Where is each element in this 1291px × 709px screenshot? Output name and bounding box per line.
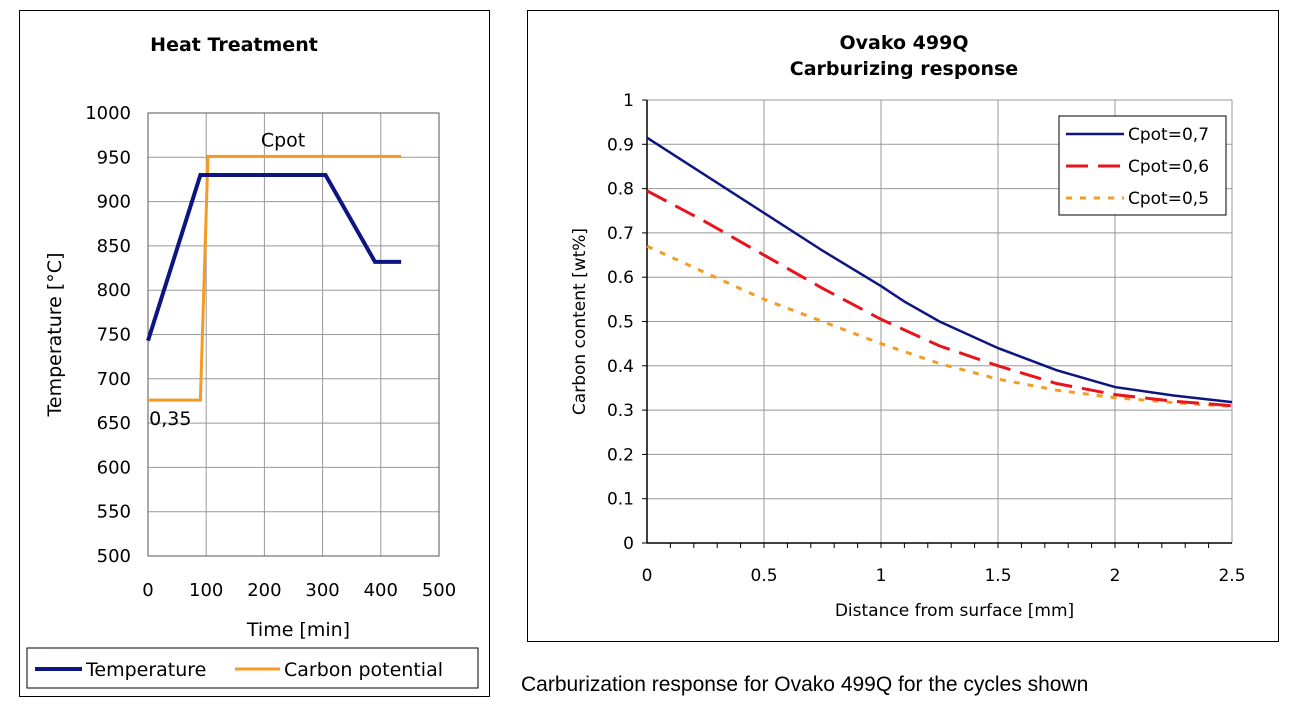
legend-cpot-05-label: Cpot=0,5: [1128, 189, 1209, 209]
y-tick-label: 0.1: [607, 490, 634, 510]
chart-subtitle: Carburizing response: [790, 58, 1018, 80]
y-tick-label: 500: [97, 546, 131, 567]
x-tick-label: 400: [364, 580, 398, 601]
cpot-07-series-line: [646, 136, 1233, 404]
x-tick-label: 2: [1110, 566, 1121, 586]
x-tick-label: 500: [422, 580, 456, 601]
y-axis-label: Temperature [°C]: [44, 253, 66, 418]
y-tick-label: 700: [97, 369, 131, 390]
y-tick-label: 0.5: [607, 313, 634, 333]
cpot-annotation: Cpot: [261, 130, 305, 152]
cpot-06-series-line: [646, 189, 1233, 408]
y-axis-label: Carbon content [wt%]: [570, 228, 590, 415]
legend-temperature-label: Temperature: [85, 659, 206, 681]
heat-treatment-chart: Heat Treatment 500 550 600 650 700 750 800 850 90…: [26, 34, 479, 689]
x-tick-label: 200: [247, 580, 281, 601]
x-tick-label: 300: [305, 580, 339, 601]
y-tick-label: 900: [97, 192, 131, 213]
figure-caption: Carburization response for Ovako 499Q fo…: [521, 673, 1089, 696]
chart-title: Ovako 499Q: [840, 32, 969, 54]
carburizing-response-chart: Ovako 499Q Carburizing response 0 0.1 0.2 0.3…: [570, 32, 1246, 621]
y-tick-label: 750: [97, 325, 131, 346]
y-tick-label: 0: [623, 534, 634, 554]
y-tick-label: 1: [623, 91, 634, 111]
initial-cpot-annotation: 0,35: [149, 408, 191, 430]
y-tick-label: 600: [97, 457, 131, 478]
legend-cpot-06-label: Cpot=0,6: [1128, 157, 1209, 177]
y-tick-label: 850: [97, 236, 131, 257]
y-tick-label: 0.2: [607, 445, 634, 465]
y-tick-label: 0.9: [607, 135, 634, 155]
legend-carbon-potential-label: Carbon potential: [284, 659, 443, 681]
temperature-series-line: [146, 173, 402, 342]
y-tick-label: 800: [97, 280, 131, 301]
heat-treatment-chart-panel: Heat Treatment 500 550 600 650 700 750 800 850 90…: [19, 10, 490, 697]
y-tick-label: 0.7: [607, 224, 634, 244]
x-tick-label: 0: [142, 580, 153, 601]
y-tick-label: 0.8: [607, 180, 634, 200]
legend-cpot-07-label: Cpot=0,7: [1128, 125, 1209, 145]
y-tick-label: 0.6: [607, 268, 634, 288]
y-tick-label: 0.3: [607, 401, 634, 421]
y-tick-label: 0.4: [607, 357, 634, 377]
x-tick-label: 0: [642, 566, 653, 586]
x-tick-label: 1.5: [984, 566, 1011, 586]
x-tick-label: 1: [876, 566, 887, 586]
y-tick-label: 550: [97, 502, 131, 523]
y-tick-label: 1000: [85, 103, 131, 124]
x-tick-label: 100: [189, 580, 223, 601]
y-tick-label: 650: [97, 413, 131, 434]
carbon-potential-series-line: [148, 154, 402, 402]
y-tick-label: 950: [97, 147, 131, 168]
x-axis-label: Distance from surface [mm]: [835, 601, 1074, 621]
chart-title: Heat Treatment: [150, 34, 318, 56]
x-tick-label: 0.5: [750, 566, 777, 586]
x-tick-label: 2.5: [1218, 566, 1245, 586]
carburizing-response-chart-panel: Ovako 499Q Carburizing response 0 0.1 0.2 0.3…: [527, 10, 1279, 642]
cpot-05-series-line: [646, 244, 1233, 409]
x-axis-label: Time [min]: [246, 619, 350, 641]
